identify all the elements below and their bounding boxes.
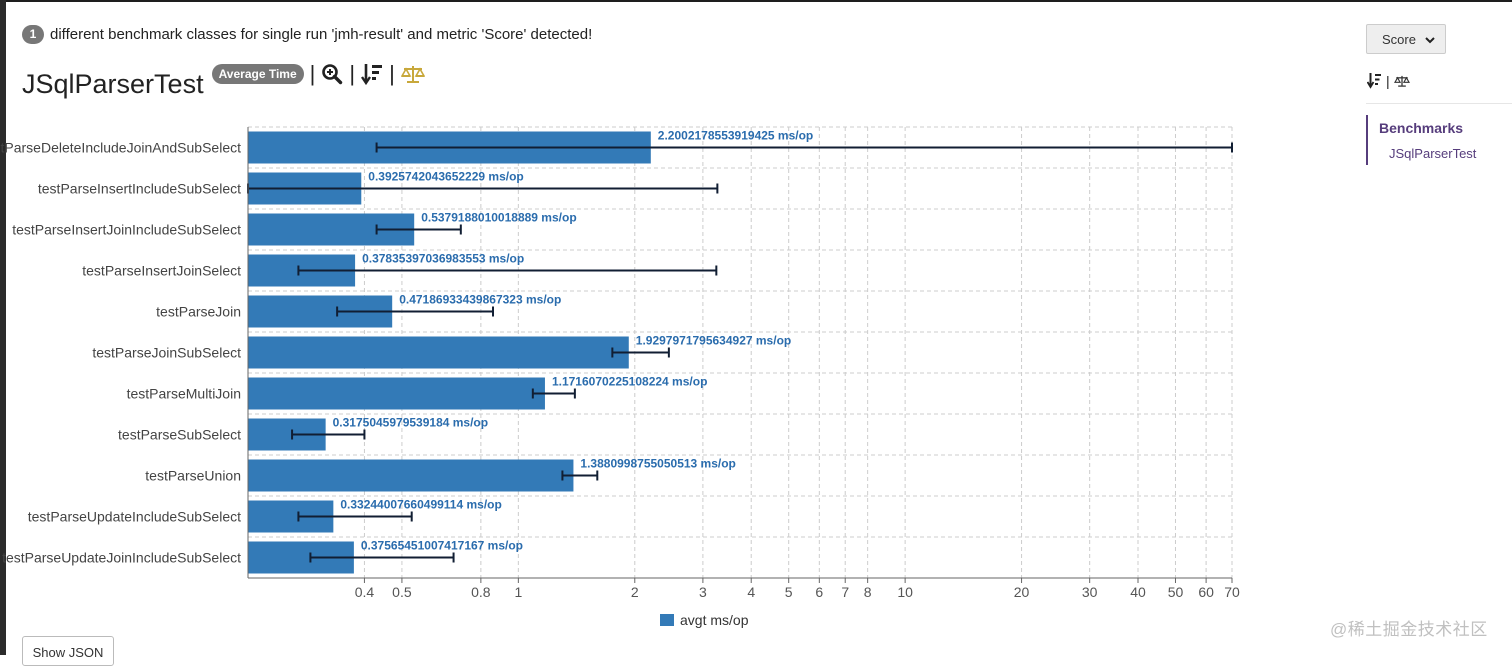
window-left-edge	[0, 0, 6, 655]
y-tick-label: testParseUpdateJoinIncludeSubSelect	[2, 550, 241, 566]
balance-scale-icon[interactable]	[400, 63, 425, 85]
legend-label: avgt ms/op	[680, 612, 749, 628]
balance-scale-icon[interactable]	[1393, 74, 1410, 88]
sidebar-toolbar: |	[1367, 72, 1410, 89]
bar-value-label: 2.2002178553919425 ms/op	[658, 129, 813, 143]
toolbar-divider: |	[349, 61, 356, 86]
bar-value-label: 1.3880998755050513 ms/op	[580, 457, 735, 471]
x-tick-label: 1	[514, 584, 522, 600]
bar-value-label: 1.9297971795634927 ms/op	[636, 334, 791, 348]
benchmark-chart: 2.2002178553919425 ms/op 0.39257420436522…	[0, 110, 1260, 640]
chevron-down-icon	[1425, 37, 1435, 44]
bar-value-label: 0.37835397036983553 ms/op	[362, 252, 524, 266]
y-tick-label: testParseInsertJoinIncludeSubSelect	[12, 222, 241, 238]
x-tick-label: 10	[897, 584, 913, 600]
bar-value-label: 0.3925742043652229 ms/op	[368, 170, 523, 184]
bar-value-label: 0.33244007660499114 ms/op	[340, 498, 501, 512]
y-tick-label: testParseMultiJoin	[127, 386, 241, 402]
x-tick-label: 0.5	[392, 584, 412, 600]
x-tick-label: 5	[785, 584, 793, 600]
title-row: JSqlParserTest Average Time | | |	[22, 61, 425, 99]
y-tick-label: testParseInsertJoinSelect	[82, 263, 241, 279]
y-tick-label: testParseJoin	[156, 304, 241, 320]
benchmark-nav: Benchmarks JSqlParserTest	[1366, 115, 1508, 165]
x-tick-label: 40	[1130, 584, 1146, 600]
x-tick-label: 60	[1198, 584, 1214, 600]
benchmark-nav-heading: Benchmarks	[1379, 120, 1464, 136]
y-tick-label: testParseJoinSubSelect	[92, 345, 241, 361]
bar[interactable]	[248, 377, 545, 410]
toolbar-divider: |	[1386, 72, 1390, 89]
info-count-badge: 1	[22, 24, 44, 44]
bar-value-label: 0.5379188010018889 ms/op	[421, 211, 576, 225]
x-tick-label: 7	[841, 584, 849, 600]
bar[interactable]	[248, 459, 574, 492]
y-tick-label: testParseUnion	[145, 468, 241, 484]
y-tick-label: testParseDeleteIncludeJoinAndSubSelect	[0, 140, 241, 156]
x-tick-label: 0.4	[355, 584, 375, 600]
bar-value-label: 0.37565451007417167 ms/op	[361, 539, 523, 553]
x-tick-label: 3	[699, 584, 707, 600]
x-tick-label: 50	[1168, 584, 1184, 600]
y-tick-label: testParseUpdateIncludeSubSelect	[28, 509, 241, 525]
legend-swatch	[660, 614, 674, 626]
x-tick-label: 70	[1224, 584, 1240, 600]
sort-descending-icon[interactable]	[361, 62, 383, 86]
info-message: 1 different benchmark classes for single…	[22, 24, 592, 44]
chart-canvas: 2.2002178553919425 ms/op 0.39257420436522…	[0, 126, 1240, 600]
x-tick-label: 6	[815, 584, 823, 600]
chart-legend[interactable]: avgt ms/op	[660, 612, 748, 628]
x-tick-label: 4	[747, 584, 755, 600]
benchmark-nav-item[interactable]: JSqlParserTest	[1389, 146, 1477, 161]
bar-value-label: 0.3175045979539184 ms/op	[333, 416, 488, 430]
bar[interactable]	[248, 336, 629, 369]
x-tick-label: 0.8	[471, 584, 491, 600]
show-json-button[interactable]: Show JSON	[22, 636, 114, 666]
metric-select[interactable]: Score	[1366, 24, 1446, 54]
y-tick-label: testParseInsertIncludeSubSelect	[38, 181, 241, 197]
x-tick-label: 20	[1014, 584, 1030, 600]
toolbar-divider: |	[389, 61, 395, 86]
sort-descending-icon[interactable]	[1367, 72, 1382, 89]
toolbar-divider: |	[309, 61, 316, 86]
x-tick-label: 30	[1082, 584, 1098, 600]
metric-select-value: Score	[1382, 31, 1416, 47]
page-title: JSqlParserTest	[22, 68, 204, 99]
x-tick-label: 2	[631, 584, 639, 600]
mode-badge: Average Time	[211, 64, 304, 84]
bar-value-label: 1.1716070225108224 ms/op	[552, 375, 707, 389]
watermark-text: @稀土掘金技术社区	[1330, 620, 1488, 639]
sidebar-divider	[1366, 103, 1512, 104]
zoom-in-icon[interactable]	[321, 63, 343, 85]
y-tick-label: testParseSubSelect	[118, 427, 241, 443]
window-top-edge	[0, 0, 1512, 2]
bar-value-label: 0.47186933439867323 ms/op	[399, 293, 561, 307]
info-text: different benchmark classes for single r…	[50, 25, 593, 43]
x-tick-label: 8	[864, 584, 872, 600]
